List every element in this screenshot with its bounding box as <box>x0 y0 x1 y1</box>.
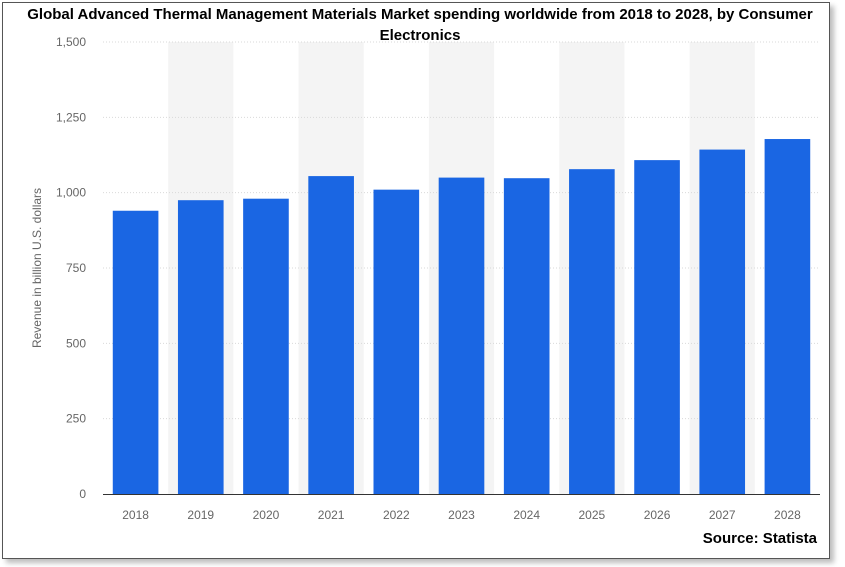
bar <box>438 177 485 494</box>
x-tick-label: 2021 <box>318 508 345 522</box>
bars <box>112 139 811 495</box>
bar <box>177 200 224 494</box>
y-tick-label: 0 <box>79 487 86 501</box>
x-tick-label: 2022 <box>383 508 410 522</box>
y-tick-label: 1,250 <box>56 110 86 124</box>
bar <box>503 178 550 494</box>
bar <box>373 189 420 495</box>
y-tick-label: 1,500 <box>56 35 86 49</box>
bar <box>764 139 811 494</box>
y-tick-label: 1,000 <box>56 186 86 200</box>
bar <box>112 210 159 494</box>
x-tick-label: 2018 <box>122 508 149 522</box>
y-axis-title: Revenue in billion U.S. dollars <box>30 188 44 348</box>
chart-title: Global Advanced Thermal Management Mater… <box>27 6 813 44</box>
source-label: Source: Statista <box>702 530 817 547</box>
bar <box>569 169 615 495</box>
y-tick-labels: 0 250 500 750 1,000 1,250 1,500 <box>56 35 86 501</box>
x-tick-label: 2027 <box>709 508 736 522</box>
x-tick-labels: 2018 2019 2020 2021 2022 2023 2024 2025 2026 2027… <box>122 508 801 522</box>
x-tick-label: 2026 <box>644 508 671 522</box>
x-tick-label: 2025 <box>579 508 606 522</box>
y-tick-label: 500 <box>66 336 86 350</box>
x-tick-label: 2024 <box>513 508 540 522</box>
y-tick-label: 750 <box>66 261 86 275</box>
y-tick-label: 250 <box>66 412 86 426</box>
bar <box>243 198 289 494</box>
x-tick-label: 2023 <box>448 508 475 522</box>
bar <box>308 176 354 495</box>
x-tick-label: 2019 <box>187 508 214 522</box>
x-tick-label: 2028 <box>774 508 801 522</box>
bar <box>634 160 680 494</box>
bar <box>699 149 746 495</box>
x-tick-label: 2020 <box>253 508 280 522</box>
